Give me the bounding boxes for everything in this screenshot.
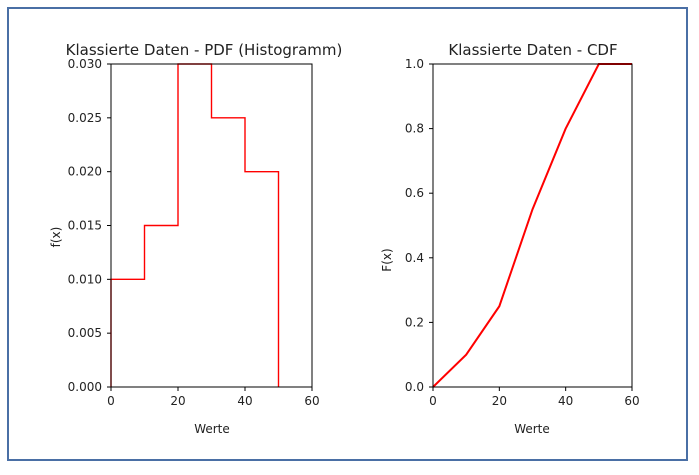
pdf-x-tick-label: 60 <box>304 394 319 408</box>
pdf-y-tick-label: 0.025 <box>68 111 102 125</box>
cdf-x-tick-label: 20 <box>492 394 507 408</box>
cdf-y-tick-label: 0.4 <box>405 251 424 265</box>
pdf-y-ticks: 0.000 0.005 0.010 0.015 0.020 0.025 0.030 <box>68 57 111 394</box>
pdf-y-tick-label: 0.010 <box>68 272 102 286</box>
pdf-histogram-chart: Klassierte Daten - PDF (Histogramm) f(x)… <box>49 41 342 436</box>
cdf-x-tick-label: 40 <box>558 394 573 408</box>
pdf-x-tick-label: 40 <box>237 394 252 408</box>
pdf-y-tick-label: 0.030 <box>68 57 102 71</box>
figure-frame <box>7 7 688 461</box>
cdf-y-tick-label: 0.2 <box>405 315 424 329</box>
cdf-x-ticks: 0 20 40 60 <box>429 387 640 408</box>
cdf-chart: Klassierte Daten - CDF F(x) Werte 0.0 0.2… <box>380 41 640 436</box>
pdf-x-tick-label: 20 <box>170 394 185 408</box>
cdf-y-tick-label: 0.6 <box>405 186 424 200</box>
cdf-x-axis-label: Werte <box>514 422 550 436</box>
cdf-x-tick-label: 0 <box>429 394 437 408</box>
pdf-y-tick-label: 0.005 <box>68 326 102 340</box>
pdf-y-tick-label: 0.015 <box>68 219 102 233</box>
cdf-y-tick-label: 1.0 <box>405 57 424 71</box>
cdf-plot-area <box>432 63 633 388</box>
cdf-y-axis-label: F(x) <box>380 248 394 271</box>
pdf-histogram-line <box>110 63 280 387</box>
pdf-x-tick-label: 0 <box>107 394 115 408</box>
pdf-plot-area <box>110 63 313 388</box>
pdf-x-axis-label: Werte <box>194 422 230 436</box>
pdf-y-tick-label: 0.000 <box>68 380 102 394</box>
pdf-y-tick-label: 0.020 <box>68 165 102 179</box>
pdf-x-ticks: 0 20 40 60 <box>107 387 320 408</box>
cdf-y-tick-label: 0.0 <box>405 380 424 394</box>
cdf-line <box>432 63 632 388</box>
cdf-x-tick-label: 60 <box>624 394 639 408</box>
cdf-y-tick-label: 0.8 <box>405 122 424 136</box>
cdf-chart-title: Klassierte Daten - CDF <box>448 41 617 59</box>
pdf-y-axis-label: f(x) <box>49 227 63 248</box>
cdf-y-ticks: 0.0 0.2 0.4 0.6 0.8 1.0 <box>405 57 433 394</box>
pdf-chart-title: Klassierte Daten - PDF (Histogramm) <box>66 41 343 59</box>
